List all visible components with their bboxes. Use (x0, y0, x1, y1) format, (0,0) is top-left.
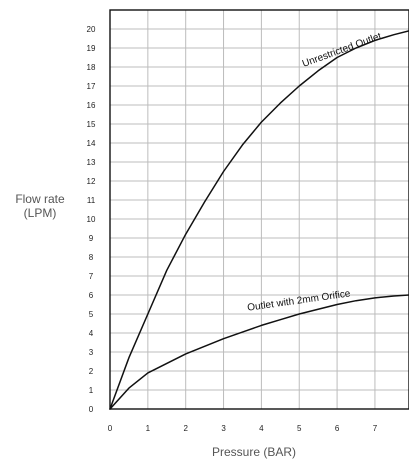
y-tick-label-3: 3 (89, 348, 94, 357)
y-tick-label-14: 14 (87, 139, 96, 148)
series-line-1 (109, 294, 409, 410)
x-tick-label-1: 1 (146, 424, 151, 433)
series-line-0 (109, 30, 409, 410)
x-tick-labels: 0 1 2 3 4 5 6 7 (108, 424, 378, 433)
plot-frame (109, 9, 409, 410)
y-tick-label-10: 10 (87, 215, 96, 224)
x-axis-title: Pressure (BAR) (212, 445, 296, 459)
y-tick-label-8: 8 (89, 253, 94, 262)
y-tick-label-17: 17 (87, 82, 96, 91)
y-tick-label-1: 1 (89, 386, 94, 395)
y-tick-label-9: 9 (89, 234, 94, 243)
y-tick-label-20: 20 (87, 25, 96, 34)
x-tick-label-0: 0 (108, 424, 113, 433)
y-tick-label-11: 11 (87, 196, 96, 205)
x-tick-label-2: 2 (183, 424, 188, 433)
y-tick-label-16: 16 (87, 101, 96, 110)
y-tick-label-15: 15 (87, 120, 96, 129)
y-axis-title-line-2: (LPM) (24, 206, 57, 220)
y-tick-label-13: 13 (87, 158, 96, 167)
x-tick-label-5: 5 (297, 424, 302, 433)
series-label-0: Unrestricted Outlet (301, 31, 383, 70)
y-tick-label-2: 2 (89, 367, 94, 376)
y-tick-label-12: 12 (87, 177, 96, 186)
y-tick-label-5: 5 (89, 310, 94, 319)
y-tick-label-19: 19 (87, 44, 96, 53)
y-tick-label-7: 7 (89, 272, 94, 281)
y-tick-label-6: 6 (89, 291, 94, 300)
grid (109, 10, 409, 410)
x-tick-label-7: 7 (373, 424, 378, 433)
x-tick-label-6: 6 (335, 424, 340, 433)
x-tick-label-3: 3 (221, 424, 226, 433)
series-layer (109, 30, 409, 410)
y-tick-label-0: 0 (89, 405, 94, 414)
x-tick-label-4: 4 (259, 424, 264, 433)
y-tick-label-4: 4 (89, 329, 94, 338)
y-axis-title-line-1: Flow rate (15, 192, 65, 206)
y-tick-label-18: 18 (87, 63, 96, 72)
